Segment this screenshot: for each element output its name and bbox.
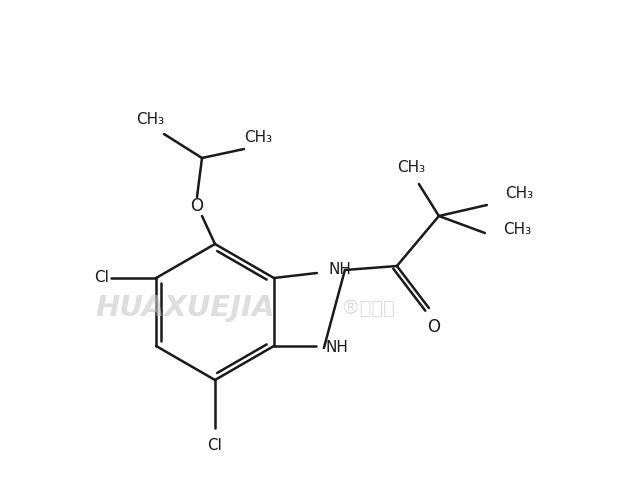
- Text: CH₃: CH₃: [136, 112, 164, 126]
- Text: NH: NH: [326, 340, 349, 356]
- Text: HUAXUEJIA: HUAXUEJIA: [95, 294, 275, 322]
- Text: CH₃: CH₃: [244, 129, 272, 144]
- Text: Cl: Cl: [207, 438, 223, 453]
- Text: CH₃: CH₃: [505, 186, 533, 200]
- Text: NH: NH: [329, 262, 352, 277]
- Text: CH₃: CH₃: [503, 223, 531, 238]
- Text: O: O: [191, 197, 204, 215]
- Text: ®化学加: ®化学加: [340, 299, 395, 317]
- Text: Cl: Cl: [94, 270, 109, 286]
- Text: O: O: [427, 318, 440, 336]
- Text: CH₃: CH₃: [397, 160, 425, 175]
